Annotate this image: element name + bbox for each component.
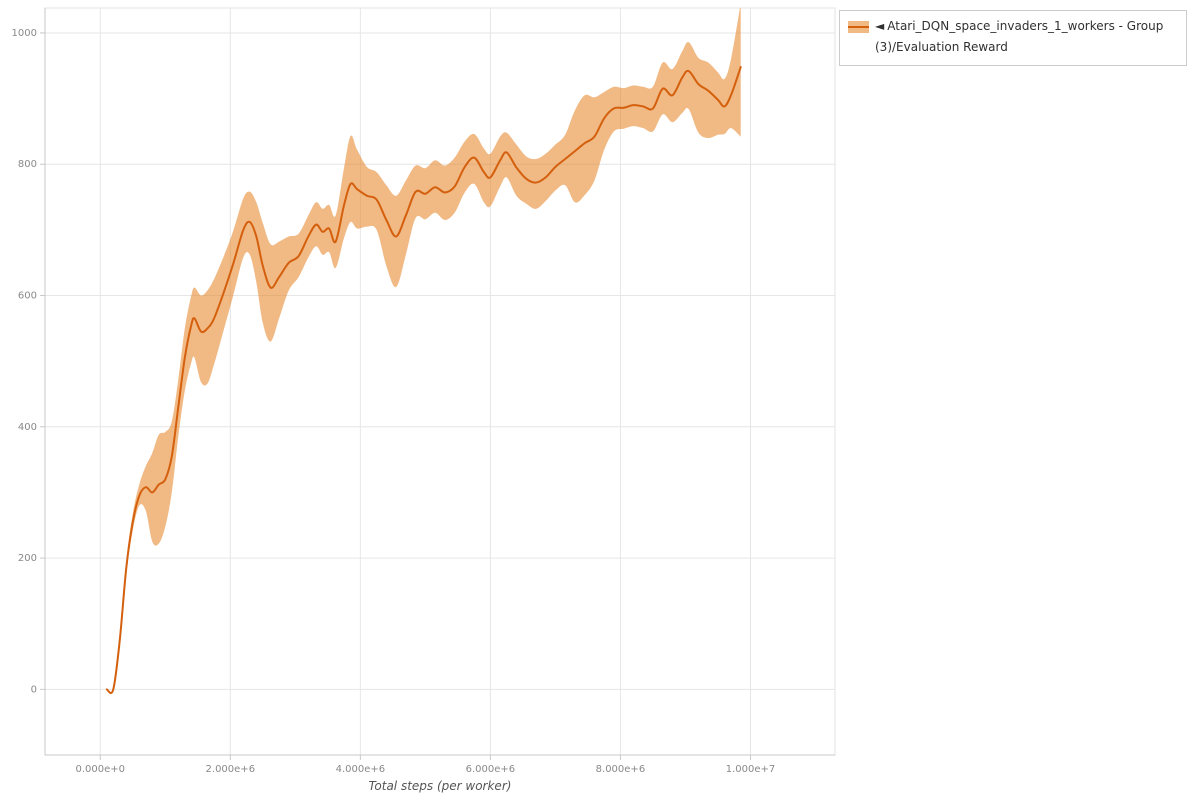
y-tick-label: 800 [18, 159, 37, 170]
x-tick-label: 4.000e+6 [336, 764, 386, 775]
x-tick-label: 6.000e+6 [466, 764, 516, 775]
reward-line [105, 66, 742, 694]
y-tick-label: 400 [18, 422, 37, 433]
x-tick-label: 2.000e+6 [206, 764, 256, 775]
y-tick-label: 600 [18, 291, 37, 302]
x-tick-label: 8.000e+6 [596, 764, 646, 775]
y-tick-label: 1000 [12, 28, 37, 39]
axis-ticks: 0.000e+0 2.000e+6 4.000e+6 6.000e+6 8.000e+6… [12, 28, 776, 775]
x-tick-label: 1.000e+7 [726, 764, 776, 775]
legend-series-label[interactable]: Atari_DQN_space_invaders_1_workers - Gro… [875, 19, 1164, 54]
confidence-band [106, 8, 741, 694]
gridlines [45, 8, 835, 755]
x-axis-title: Total steps (per worker) [368, 779, 512, 793]
legend-item[interactable]: ◄ Atari_DQN_space_invaders_1_workers - Gr… [875, 16, 1178, 58]
legend-series-swatch [848, 21, 869, 33]
y-tick-label: 200 [18, 553, 37, 564]
legend-collapse-icon[interactable]: ◄ [875, 19, 885, 33]
legend: ◄ Atari_DQN_space_invaders_1_workers - Gr… [839, 10, 1187, 66]
x-tick-label: 0.000e+0 [76, 764, 126, 775]
legend-line-swatch [848, 26, 869, 28]
y-tick-label: 0 [31, 684, 37, 695]
